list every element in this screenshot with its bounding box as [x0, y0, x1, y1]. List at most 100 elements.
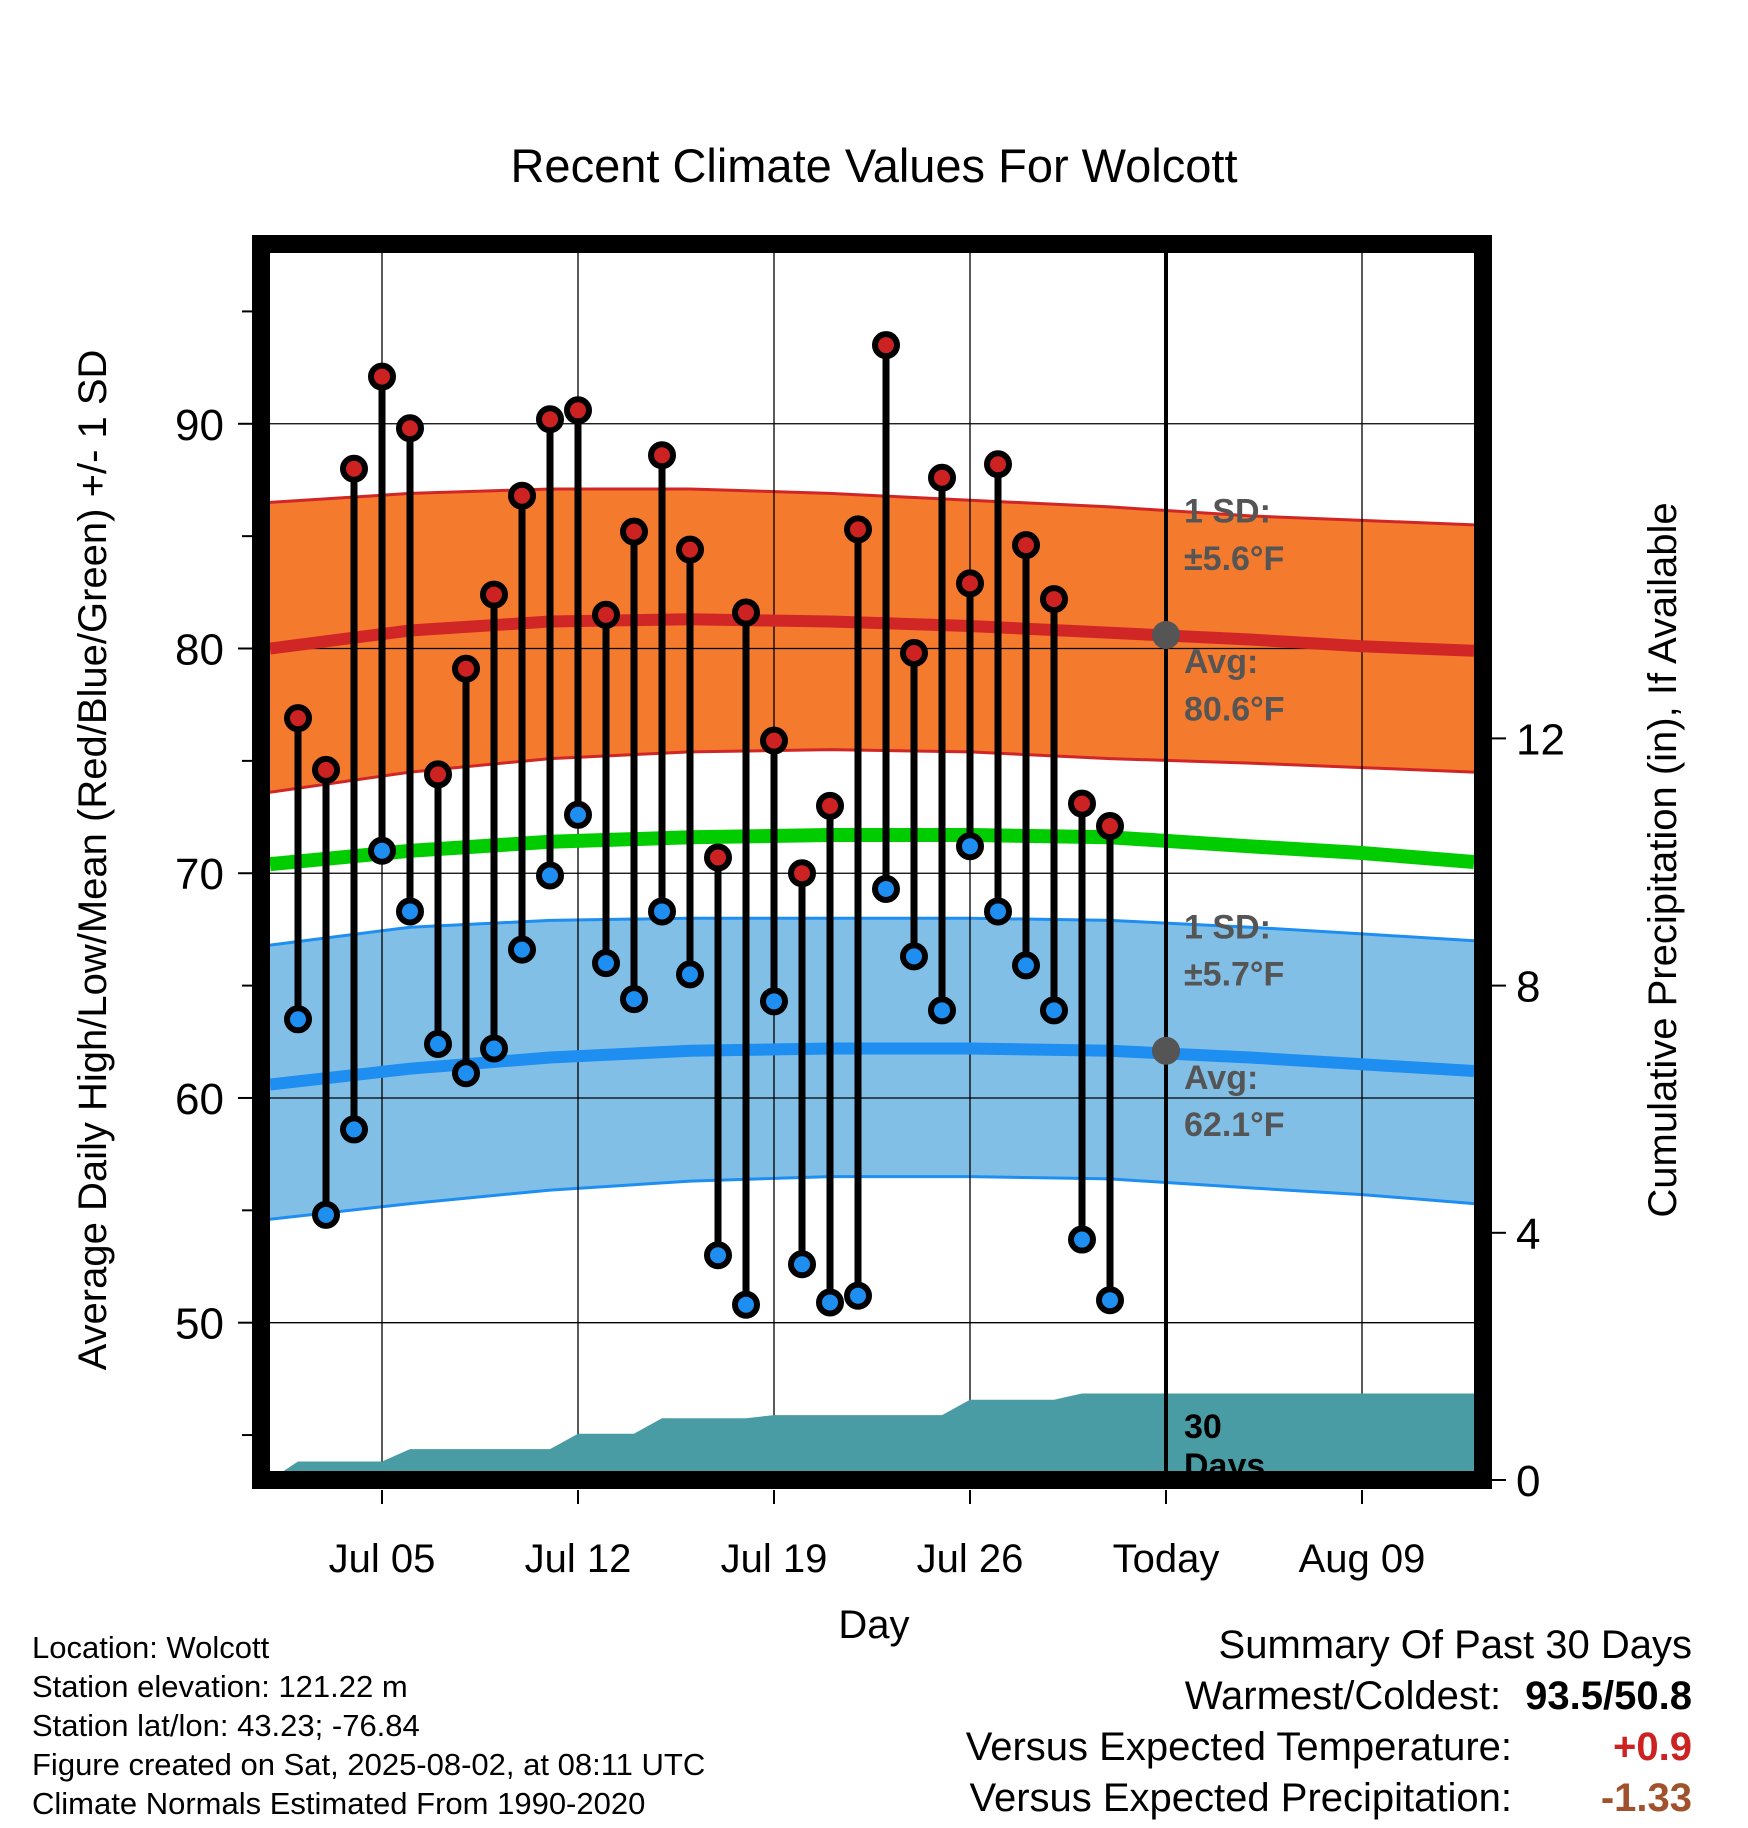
daily-low-point [368, 836, 396, 865]
daily-low-point [872, 874, 900, 903]
low-sd-upper-line [270, 916, 1474, 947]
daily-high-point [676, 535, 704, 564]
daily-low-point [956, 832, 984, 861]
summary-panel: Summary Of Past 30 Days Warmest/Coldest:… [966, 1620, 1692, 1824]
daily-low-point [536, 861, 564, 890]
daily-high-point [900, 639, 928, 668]
temp-anomaly-label: Versus Expected Temperature: [965, 1725, 1512, 1769]
high-sd-upper-line [270, 487, 1474, 527]
x-tick-label: Aug 09 [1299, 1537, 1426, 1581]
daily-high-point [508, 481, 536, 510]
high-avg-value: 80.6°F [1184, 690, 1285, 728]
y-tick-label: 90 [175, 401, 224, 450]
y-axis-label: Average Daily High/Low/Mean (Red/Blue/Gr… [71, 350, 115, 1371]
high-avg-label: Avg: [1184, 643, 1258, 681]
daily-high-point [984, 450, 1012, 479]
x-tick-label: Today [1113, 1537, 1220, 1581]
daily-low-point [284, 1005, 312, 1034]
x-tick-label: Jul 26 [917, 1537, 1024, 1581]
daily-high-point [1040, 585, 1068, 614]
daily-low-point [340, 1115, 368, 1144]
low-avg-line [270, 1042, 1474, 1091]
precip-anomaly-label: Versus Expected Precipitation: [969, 1776, 1512, 1820]
daily-low-point [1068, 1225, 1096, 1254]
daily-low-point [928, 996, 956, 1025]
daily-low-point [620, 985, 648, 1014]
plot-inner [270, 244, 1474, 1480]
summary-title: Summary Of Past 30 Days [1218, 1623, 1692, 1667]
temp-anomaly-value: +0.9 [1613, 1725, 1692, 1769]
daily-high-point [872, 331, 900, 360]
daily-low-point [984, 897, 1012, 926]
daily-low-point [732, 1290, 760, 1319]
daily-low-point [1096, 1286, 1124, 1315]
daily-high-point [1012, 531, 1040, 560]
daily-high-point [760, 726, 788, 755]
daily-high-point [284, 704, 312, 733]
coldest-value: 50.8 [1614, 1674, 1692, 1718]
daily-low-point [1012, 951, 1040, 980]
daily-low-point [312, 1200, 340, 1229]
y-tick-label: 70 [175, 850, 224, 899]
low-sd-band [270, 918, 1474, 1220]
daily-low-point [676, 960, 704, 989]
daily-high-point [480, 580, 508, 609]
cumulative-precip-area [270, 1393, 1474, 1480]
daily-high-point [536, 405, 564, 434]
today-high-avg-marker [1152, 621, 1180, 650]
daily-low-point [564, 800, 592, 829]
chart-title: Recent Climate Values For Wolcott [510, 139, 1237, 192]
low-sd-label: 1 SD: [1184, 908, 1271, 946]
y2-tick-label: 12 [1516, 715, 1565, 764]
warm-cold-row: Warmest/Coldest: 93.5/50.8 [1184, 1674, 1692, 1718]
daily-low-point [1040, 996, 1068, 1025]
daily-high-point [620, 517, 648, 546]
daily-high-point [732, 598, 760, 627]
y2-tick-label: 8 [1516, 963, 1540, 1012]
daily-high-point [704, 843, 732, 872]
today-low-avg-marker [1152, 1036, 1180, 1065]
location-text: Location: Wolcott [32, 1630, 270, 1665]
daily-low-point [844, 1281, 872, 1310]
daily-low-point [452, 1059, 480, 1088]
plot-frame [252, 235, 1492, 1489]
daily-high-point [312, 755, 340, 784]
low-avg-value: 62.1°F [1184, 1106, 1285, 1144]
normals-text: Climate Normals Estimated From 1990-2020 [32, 1786, 646, 1821]
daily-high-point [956, 569, 984, 598]
x-tick-label: Jul 12 [525, 1537, 632, 1581]
daily-low-point [592, 949, 620, 978]
daily-high-point [564, 396, 592, 425]
warmest-value: 93.5 [1525, 1674, 1604, 1718]
daily-high-point [844, 515, 872, 544]
high-avg-line [270, 613, 1474, 657]
temp-anomaly-row: Versus Expected Temperature: +0.9 [966, 1722, 1692, 1773]
daily-low-point [480, 1034, 508, 1063]
precip-days-label: 30 [1184, 1408, 1222, 1446]
high-sd-label: 1 SD: [1184, 493, 1271, 531]
latlon-text: Station lat/lon: 43.23; -76.84 [32, 1708, 420, 1743]
x-tick-label: Jul 05 [329, 1537, 436, 1581]
precip-anomaly-row: Versus Expected Precipitation: -1.33 [966, 1773, 1692, 1824]
daily-high-point [928, 463, 956, 492]
daily-low-point [788, 1250, 816, 1279]
y-tick-label: 80 [175, 626, 224, 675]
y2-tick-label: 4 [1516, 1210, 1540, 1259]
created-text: Figure created on Sat, 2025-08-02, at 08… [32, 1747, 706, 1782]
y-tick-label: 50 [175, 1300, 224, 1349]
daily-low-point [704, 1241, 732, 1270]
daily-high-point [452, 654, 480, 683]
daily-high-point [368, 362, 396, 391]
daily-high-point [1096, 812, 1124, 841]
station-info: Location: Wolcott Station elevation: 121… [32, 1628, 705, 1823]
daily-high-point [1068, 789, 1096, 818]
y2-tick-label: 0 [1516, 1457, 1540, 1506]
high-sd-band [270, 489, 1474, 793]
daily-high-point [788, 859, 816, 888]
low-sd-lower-line [270, 1175, 1474, 1221]
x-axis-label: Day [838, 1603, 909, 1647]
high-sd-lower-line [270, 748, 1474, 794]
daily-low-point [508, 935, 536, 964]
daily-high-point [396, 414, 424, 443]
